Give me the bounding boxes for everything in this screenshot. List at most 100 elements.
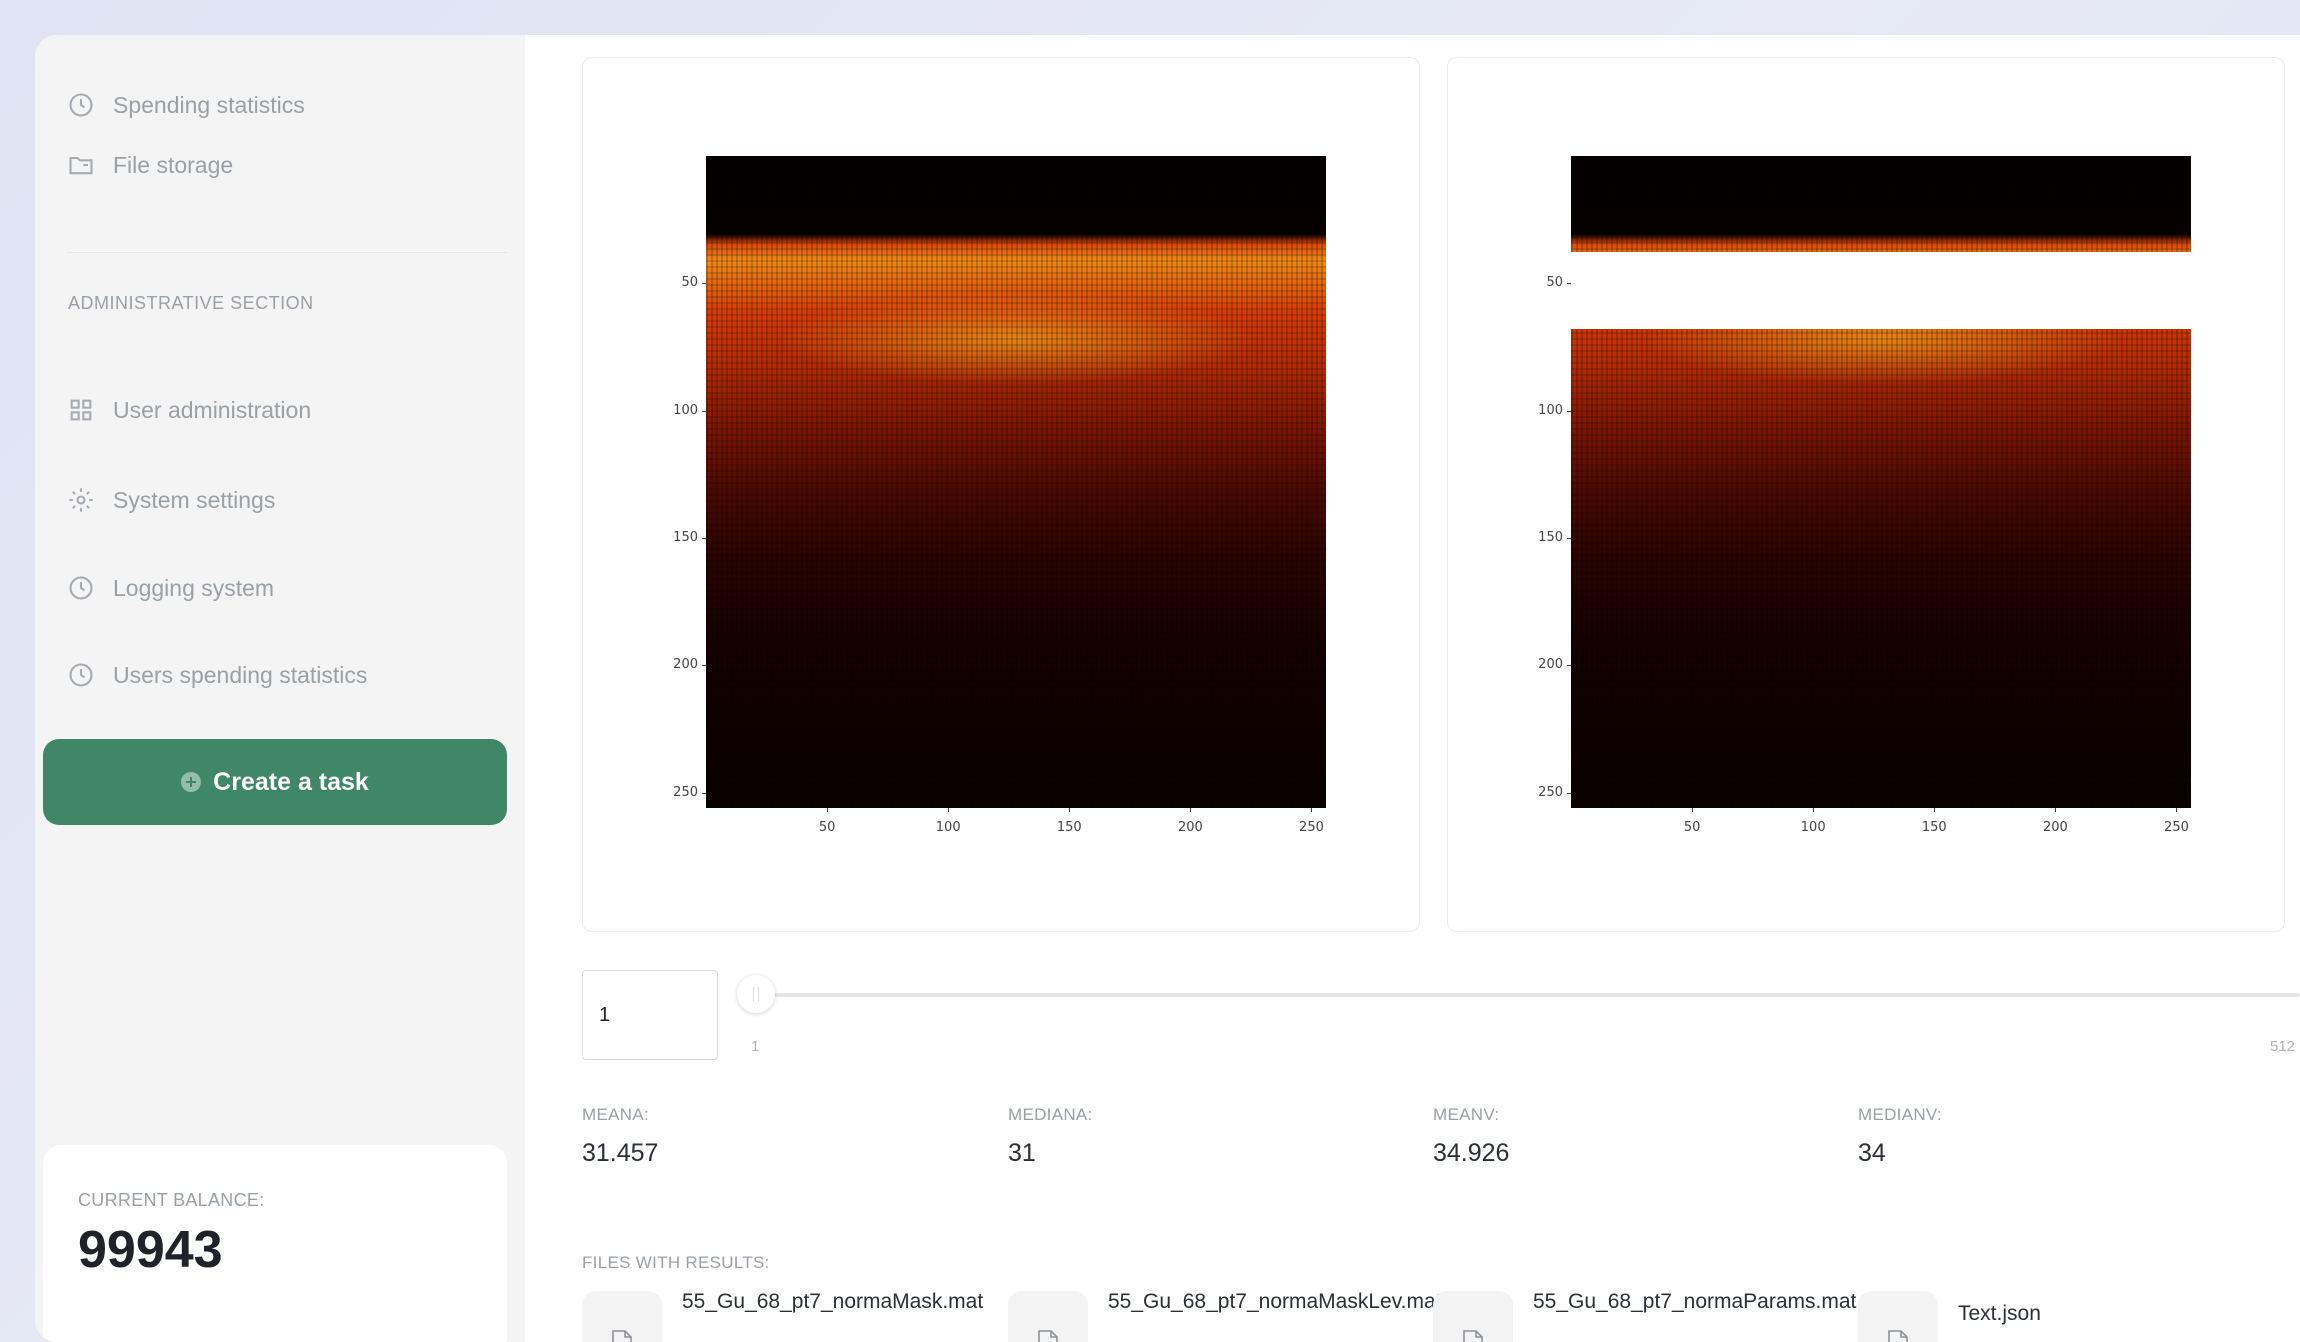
clock-icon [69, 663, 93, 687]
x-tick [1934, 808, 1936, 812]
section-label: ADMINISTRATIVE SECTION [68, 293, 314, 313]
file-icon [1888, 1330, 1908, 1342]
grip-icon [753, 987, 759, 1001]
sidebar-item-file-storage[interactable]: File storage [67, 145, 233, 185]
x-tick [1692, 808, 1694, 812]
gear-icon [69, 488, 93, 512]
users-icon [70, 399, 92, 421]
balance-label: CURRENT BALANCE: [78, 1190, 265, 1210]
x-tick-label: 100 [1800, 820, 1826, 835]
y-tick [702, 665, 706, 667]
stat-value: 34 [1858, 1139, 1886, 1167]
sidebar-item-label: Logging system [113, 574, 275, 601]
x-tick-label: 150 [1056, 820, 1082, 835]
y-tick-label: 100 [673, 402, 698, 418]
file-item[interactable]: Text.json [1858, 1287, 2293, 1342]
y-tick [1567, 410, 1571, 412]
app-window: Spending statistics File storage ADMINIS… [35, 35, 2300, 1342]
y-tick-label: 200 [1538, 657, 1563, 673]
x-tick-label: 50 [1683, 820, 1701, 835]
x-tick-label: 150 [1921, 820, 1947, 835]
frame-number-input[interactable] [582, 970, 718, 1060]
stat-mediana: MEDIANA: 31 [1008, 1105, 1093, 1168]
stat-value: 34.926 [1433, 1139, 1510, 1167]
y-tick [1567, 283, 1571, 285]
heatmap-card-right: 50 100 150 200 250 50 100 150 200 250 [1447, 57, 2285, 932]
file-name: 55_Gu_68_pt7_normaMaskLev.mat [1108, 1290, 1442, 1313]
sidebar-item-label: File storage [113, 151, 234, 178]
y-tick [702, 538, 706, 540]
y-tick [702, 410, 706, 412]
file-icon [612, 1330, 632, 1342]
y-tick [702, 792, 706, 794]
sidebar-item-spending-statistics[interactable]: Spending statistics [67, 85, 305, 125]
file-item[interactable]: 55_Gu_68_pt7_normaMask.mat [582, 1287, 1017, 1342]
create-task-label: Create a task [213, 767, 369, 796]
x-tick-label: 250 [2164, 820, 2189, 835]
file-icon [1038, 1330, 1058, 1342]
x-tick-label: 250 [1299, 820, 1324, 835]
stat-value: 31 [1008, 1139, 1036, 1167]
stat-meanv: MEANV: 34.926 [1433, 1105, 1509, 1168]
x-tick [948, 808, 950, 812]
x-tick [1190, 808, 1192, 812]
y-tick [1567, 792, 1571, 794]
x-tick-label: 200 [1177, 820, 1203, 835]
y-tick-label: 250 [1538, 784, 1563, 800]
balance-card: CURRENT BALANCE: 99943 [43, 1145, 507, 1342]
y-tick-label: 200 [673, 657, 698, 673]
x-tick [1813, 808, 1815, 812]
frame-slider-track[interactable] [755, 993, 2300, 997]
folder-icon [69, 156, 93, 175]
y-tick-label: 50 [1546, 275, 1563, 291]
clock-icon [69, 576, 93, 600]
y-tick-label: 100 [1538, 402, 1563, 418]
sidebar-item-label: Users spending statistics [113, 661, 368, 688]
sidebar-item-logging-system[interactable]: Logging system [67, 568, 274, 608]
stat-label: MEDIANV: [1858, 1105, 1942, 1124]
stat-label: MEANV: [1433, 1105, 1500, 1124]
main-content: 50 100 150 200 250 50 100 150 200 250 50 100 150 200… [525, 35, 2300, 1342]
divider [67, 252, 507, 253]
file-icon [1463, 1330, 1483, 1342]
sidebar-item-users-spending-statistics[interactable]: Users spending statistics [67, 655, 367, 695]
x-tick [827, 808, 829, 812]
slider-min-label: 1 [751, 1038, 760, 1055]
stat-label: MEANA: [582, 1105, 649, 1124]
balance-value: 99943 [78, 1221, 223, 1279]
create-task-button[interactable]: Create a task [43, 739, 507, 825]
x-tick-label: 50 [818, 820, 836, 835]
sidebar-item-user-administration[interactable]: User administration [67, 390, 311, 430]
x-tick [2055, 808, 2057, 812]
x-tick-label: 100 [935, 820, 961, 835]
stat-value: 31.457 [582, 1139, 659, 1167]
file-icon-box [582, 1291, 662, 1342]
clock-icon [69, 93, 93, 117]
sidebar-item-label: User administration [113, 396, 312, 423]
y-tick-label: 150 [673, 530, 698, 546]
sidebar-item-system-settings[interactable]: System settings [67, 480, 275, 520]
y-tick [702, 283, 706, 285]
slider-max-label: 512 [2270, 1038, 2296, 1055]
sidebar-item-label: Spending statistics [113, 91, 305, 118]
x-tick [2176, 808, 2178, 812]
heatmap-card-left: 50 100 150 200 250 50 100 150 200 250 [582, 57, 1420, 932]
y-tick-label: 150 [1538, 530, 1563, 546]
file-icon-box [1433, 1291, 1513, 1342]
file-item[interactable]: 55_Gu_68_pt7_normaParams.mat [1433, 1287, 1868, 1342]
sidebar-item-label: System settings [113, 486, 276, 513]
heatmap-image [1571, 156, 2191, 808]
file-name: 55_Gu_68_pt7_normaParams.mat [1533, 1290, 1857, 1313]
file-item[interactable]: 55_Gu_68_pt7_normaMaskLev.mat [1008, 1287, 1443, 1342]
files-label: FILES WITH RESULTS: [582, 1253, 770, 1272]
file-icon-box [1008, 1291, 1088, 1342]
masked-band [1571, 252, 2191, 329]
plus-icon [181, 772, 202, 792]
sidebar: Spending statistics File storage ADMINIS… [35, 35, 525, 1342]
y-tick [1567, 665, 1571, 667]
frame-slider-thumb[interactable] [737, 975, 775, 1013]
heatmap-image [706, 156, 1326, 808]
y-tick [1567, 538, 1571, 540]
x-tick-label: 200 [2042, 820, 2068, 835]
stat-label: MEDIANA: [1008, 1105, 1093, 1124]
